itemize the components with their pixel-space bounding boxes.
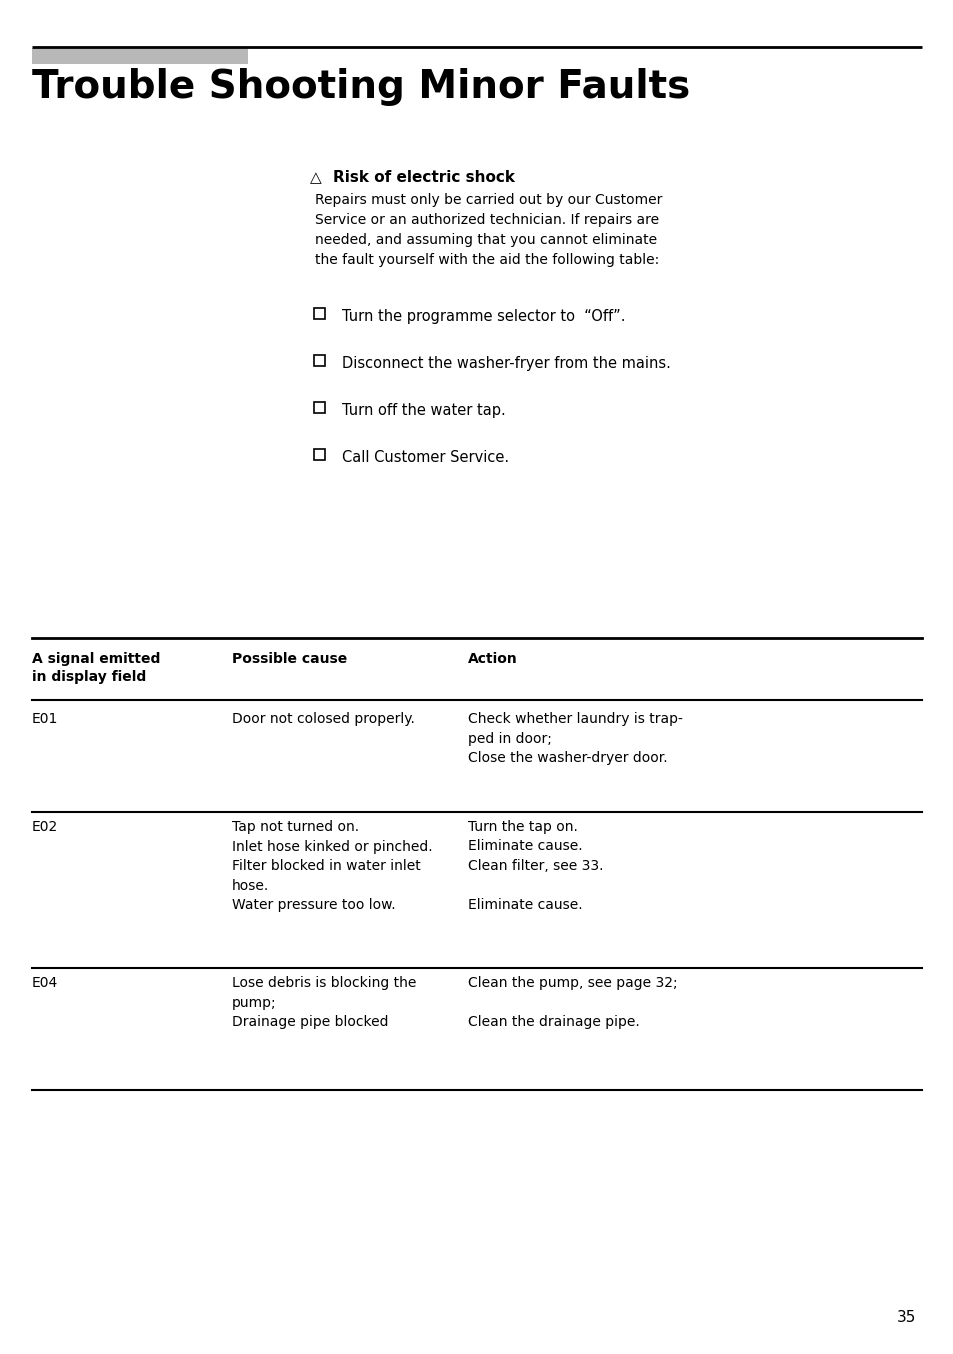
Bar — [314, 355, 325, 366]
Text: 35: 35 — [896, 1311, 915, 1326]
Text: Check whether laundry is trap-
ped in door;
Close the washer-dryer door.: Check whether laundry is trap- ped in do… — [468, 712, 682, 765]
Text: E02: E02 — [32, 821, 58, 834]
Bar — [314, 402, 325, 413]
Text: Turn the tap on.
Eliminate cause.
Clean filter, see 33.

Eliminate cause.: Turn the tap on. Eliminate cause. Clean … — [468, 821, 603, 913]
Text: Tap not turned on.
Inlet hose kinked or pinched.
Filter blocked in water inlet
h: Tap not turned on. Inlet hose kinked or … — [232, 821, 432, 913]
Bar — [314, 450, 325, 460]
Text: Risk of electric shock: Risk of electric shock — [333, 171, 515, 185]
Text: Possible cause: Possible cause — [232, 653, 347, 666]
Text: Repairs must only be carried out by our Customer
Service or an authorized techni: Repairs must only be carried out by our … — [314, 194, 661, 267]
Text: Disconnect the washer-fryer from the mains.: Disconnect the washer-fryer from the mai… — [341, 356, 670, 371]
Text: Door not colosed properly.: Door not colosed properly. — [232, 712, 415, 726]
Text: Clean the pump, see page 32;

Clean the drainage pipe.: Clean the pump, see page 32; Clean the d… — [468, 976, 677, 1029]
Text: Turn the programme selector to  “Off”.: Turn the programme selector to “Off”. — [341, 309, 625, 324]
Text: Trouble Shooting Minor Faults: Trouble Shooting Minor Faults — [32, 68, 690, 106]
Text: Lose debris is blocking the
pump;
Drainage pipe blocked: Lose debris is blocking the pump; Draina… — [232, 976, 416, 1029]
Text: A signal emitted
in display field: A signal emitted in display field — [32, 653, 160, 684]
Text: E04: E04 — [32, 976, 58, 990]
Text: △: △ — [310, 171, 321, 185]
Bar — [314, 307, 325, 320]
Text: E01: E01 — [32, 712, 58, 726]
Bar — [32, 47, 248, 64]
Text: Turn off the water tap.: Turn off the water tap. — [341, 403, 505, 418]
Text: Action: Action — [468, 653, 517, 666]
Text: Call Customer Service.: Call Customer Service. — [341, 450, 509, 464]
